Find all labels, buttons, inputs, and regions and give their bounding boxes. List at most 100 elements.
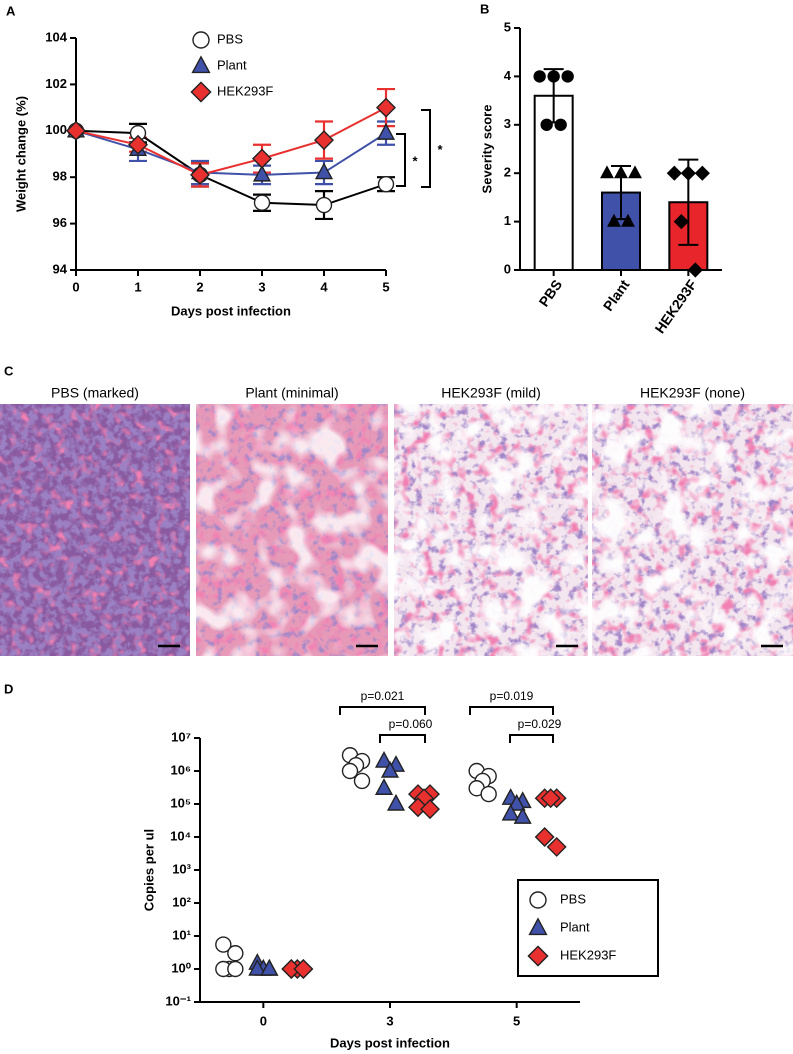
histology-airspace [196,404,388,656]
data-point [561,70,574,83]
data-point [253,194,271,211]
data-point [314,130,334,151]
series-line [75,129,387,176]
x-tick-label: 4 [320,279,328,294]
y-tick-label: 104 [45,29,67,44]
x-tick-label: Plant [600,276,633,313]
legend-marker [528,917,548,936]
data-point [628,165,642,179]
x-tick-label: 3 [386,1013,393,1028]
histology-nuclei [0,404,190,656]
data-point [128,134,148,155]
x-tick-label: HEK293F [651,276,700,336]
y-tick-label: 98 [53,169,67,184]
image-caption: PBS (marked) [51,385,139,401]
data-point [66,120,86,141]
data-point [501,803,520,821]
data-point [513,807,532,824]
panel-label: B [480,1,489,16]
legend-marker [190,81,212,103]
y-tick-label: 10³ [172,861,191,876]
histology-airspace [592,404,793,656]
y-tick-label: 10⁻¹ [165,993,191,1008]
x-tick-label: 3 [258,279,265,294]
data-point [614,165,628,179]
annotation: * [437,142,443,157]
y-axis-title: Weight change (%) [13,96,28,212]
data-point [376,123,396,140]
data-point [533,70,546,83]
data-point [540,118,553,132]
sig-bracket [379,734,426,743]
y-tick-label: 96 [53,215,67,230]
series-line [75,106,387,176]
data-point [507,793,526,811]
y-tick-label: 3 [504,116,511,131]
sig-bracket [339,706,426,715]
y-axis-title: Severity score [479,105,494,194]
data-point [554,118,567,132]
data-point [540,788,561,809]
annotation: p=0.060 [389,717,433,731]
legend-marker [529,891,547,909]
legend-marker [527,945,549,967]
legend-marker [192,31,210,49]
data-point [673,214,689,230]
y-tick-label: 10⁰ [171,960,191,975]
data-point [546,836,567,857]
data-point [376,97,396,118]
data-point [374,778,394,795]
y-tick-label: 10² [172,894,191,909]
data-point [314,162,334,180]
data-point [547,70,560,83]
data-point [215,936,232,953]
panel-label: C [4,363,14,378]
x-tick-label: 5 [513,1013,520,1028]
x-axis-title: Days post infection [330,1035,450,1050]
panel-label: D [4,681,13,696]
data-point [260,958,279,976]
sig-bracket [396,133,406,187]
sig-bracket [509,734,554,743]
data-point [248,958,267,976]
y-tick-label: 102 [45,76,67,91]
image-caption: HEK293F (none) [640,385,745,401]
data-point [374,750,394,768]
annotation: p=0.019 [490,689,534,703]
y-tick-label: 10⁴ [170,828,191,843]
data-point [480,785,497,803]
y-tick-label: 94 [53,261,68,276]
data-point [293,959,314,979]
series-line [75,129,387,207]
x-tick-label: 5 [382,279,389,294]
x-axis-title: Days post infection [171,303,291,318]
legend-label: Plant [217,57,247,72]
data-point [687,262,703,278]
y-tick-label: 10⁷ [171,729,191,744]
annotation: * [412,153,418,168]
data-point [190,164,210,185]
data-point [386,793,406,811]
data-point [607,213,621,227]
x-tick-label: PBS [536,277,566,310]
data-point [420,799,440,820]
annotation: p=0.021 [361,689,405,703]
data-point [380,760,400,778]
data-point [227,945,244,962]
y-tick-label: 4 [504,68,512,83]
data-point [353,772,371,790]
annotation: p=0.029 [518,717,562,731]
data-point [694,165,710,181]
legend-label: HEK293F [217,83,273,98]
x-tick-label: 2 [196,279,203,294]
data-point [666,165,682,181]
data-point [534,827,555,847]
sig-bracket [421,109,431,188]
y-tick-label: 5 [504,19,511,34]
data-point [408,797,428,818]
x-tick-label: 1 [134,279,141,294]
y-tick-label: 10⁶ [171,762,191,777]
data-point [621,213,635,227]
legend-marker [191,55,211,74]
